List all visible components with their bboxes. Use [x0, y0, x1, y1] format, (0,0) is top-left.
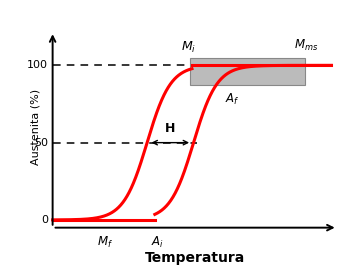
- FancyBboxPatch shape: [190, 58, 305, 85]
- Text: $A_f$: $A_f$: [225, 92, 239, 107]
- Text: Austenita (%): Austenita (%): [31, 89, 41, 165]
- Text: $M_f$: $M_f$: [97, 235, 113, 250]
- Text: Temperatura: Temperatura: [145, 251, 245, 265]
- Text: $M_{ms}$: $M_{ms}$: [294, 38, 319, 53]
- Text: 50: 50: [34, 138, 48, 148]
- Text: $M_i$: $M_i$: [181, 39, 197, 54]
- Text: 100: 100: [27, 60, 48, 70]
- Text: $A_i$: $A_i$: [151, 235, 164, 250]
- Text: H: H: [165, 122, 175, 135]
- Text: 0: 0: [41, 215, 48, 225]
